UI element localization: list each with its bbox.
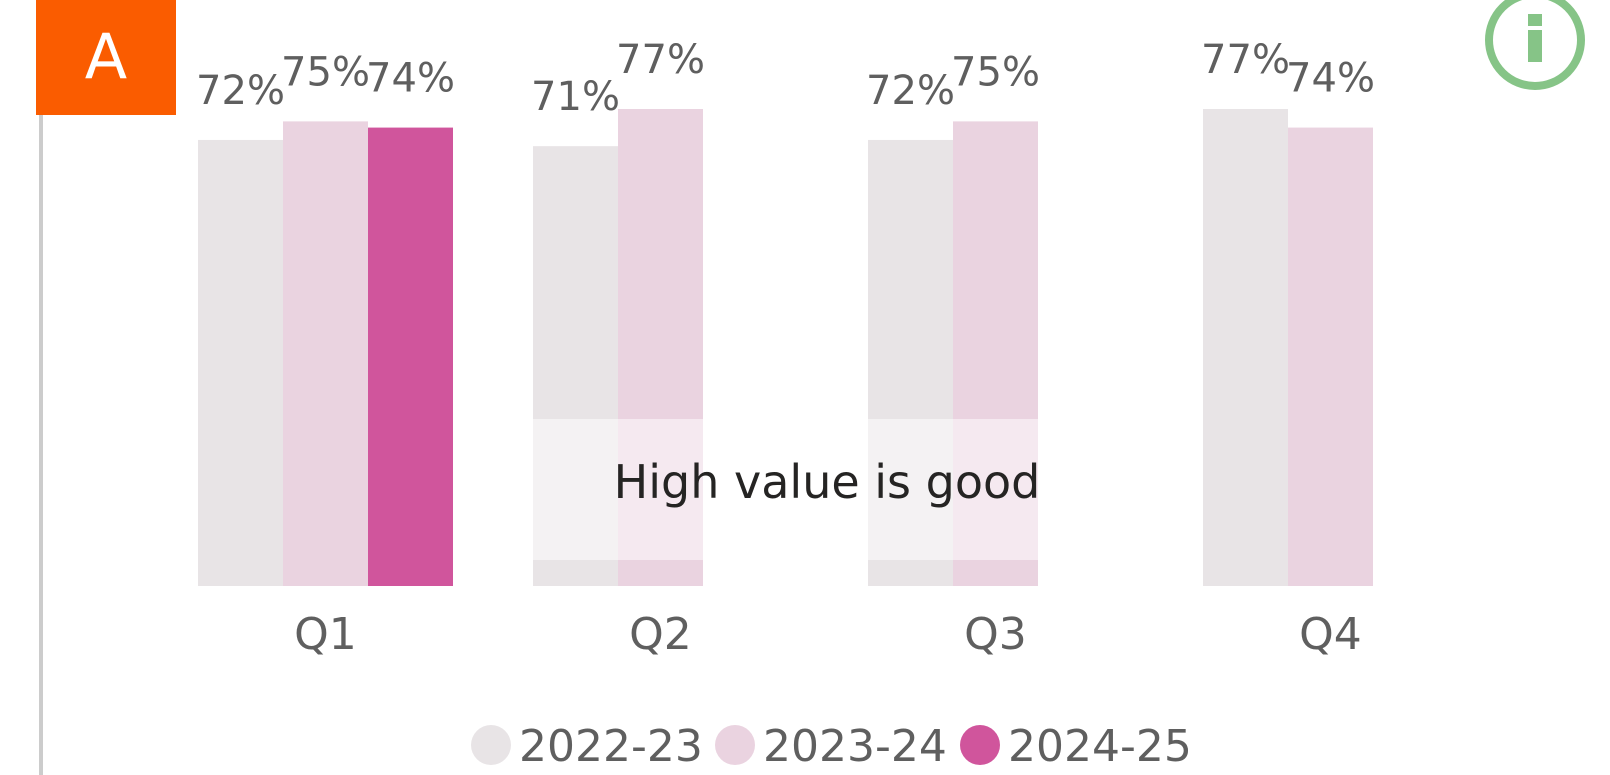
data-label: 77% — [616, 37, 705, 83]
legend-swatch — [960, 725, 1000, 765]
bar — [1203, 109, 1288, 586]
info-circle[interactable] — [1485, 0, 1585, 90]
x-tick-label: Q4 — [1299, 609, 1362, 660]
badge-box — [36, 0, 176, 115]
data-label: 77% — [1201, 37, 1290, 83]
legend-label: 2023-24 — [763, 721, 947, 772]
legend-label: 2022-23 — [519, 721, 703, 772]
x-tick-label: Q3 — [964, 609, 1027, 660]
bar — [198, 139, 283, 586]
bar — [283, 121, 368, 586]
info-dot[interactable] — [1528, 14, 1542, 26]
legend-swatch — [471, 725, 511, 765]
data-label: 74% — [366, 56, 455, 102]
info-icon[interactable] — [1485, 0, 1585, 90]
data-label: 75% — [951, 49, 1040, 95]
annotation: High value is good — [614, 455, 1041, 509]
badge-label: A — [85, 20, 127, 93]
annotation-box — [533, 419, 1041, 560]
x-tick-label: Q1 — [294, 609, 357, 660]
info-stem[interactable] — [1528, 30, 1542, 62]
bar — [368, 127, 453, 587]
legend-label: 2024-25 — [1008, 721, 1192, 772]
legend-swatch — [715, 725, 755, 765]
bar — [1288, 127, 1373, 587]
data-label: 72% — [866, 68, 955, 114]
data-label: 71% — [531, 74, 620, 120]
data-label: 74% — [1286, 56, 1375, 102]
data-label: 75% — [281, 49, 370, 95]
data-label: 72% — [196, 68, 285, 114]
x-tick-label: Q2 — [629, 609, 692, 660]
